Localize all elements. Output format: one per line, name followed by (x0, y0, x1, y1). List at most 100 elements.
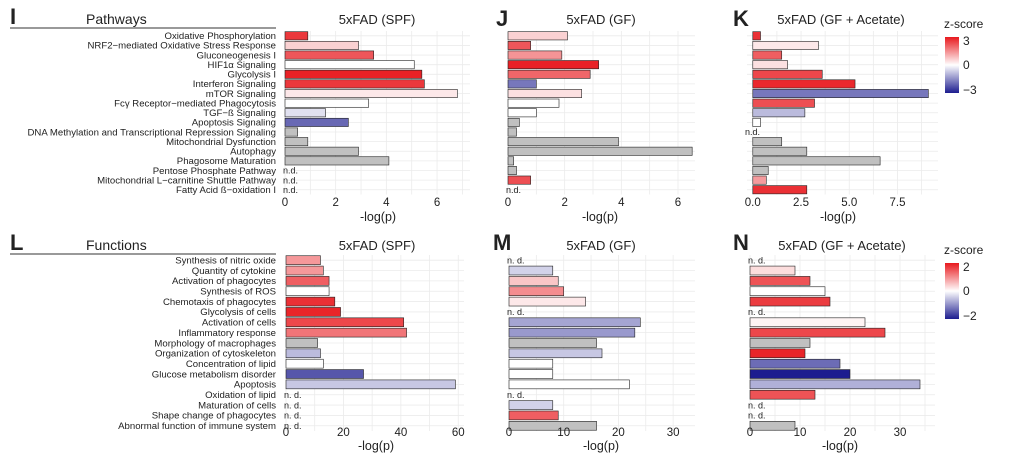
legend-colorbar (945, 263, 959, 319)
bar (749, 369, 851, 379)
panel-letter-K: K (733, 6, 749, 31)
nd-label: n.d. (506, 185, 521, 195)
category-label: Maturation of cells (198, 400, 276, 411)
bar (508, 421, 597, 431)
bar (752, 175, 767, 185)
bar (749, 389, 816, 400)
bar (508, 410, 559, 421)
nd-label: n. d. (507, 255, 525, 265)
bar (749, 265, 796, 276)
bar (507, 117, 520, 127)
legend-title: z-score (944, 243, 984, 257)
category-label: DNA Methylation and Transcriptional Repr… (27, 127, 276, 138)
bar (284, 31, 309, 41)
x-tick-label: 0 (506, 427, 512, 439)
x-tick-label: 0 (283, 427, 289, 439)
bar (284, 98, 369, 108)
nd-label: n. d. (284, 400, 302, 410)
bar (508, 327, 636, 338)
bar (752, 69, 823, 79)
bar (752, 156, 881, 166)
nd-label: n.d. (745, 127, 760, 137)
bar (285, 265, 324, 276)
nd-label: n. d. (748, 255, 766, 265)
bar (752, 89, 929, 98)
legend-tick-min: −2 (963, 309, 977, 323)
category-label: Abnormal function of immune system (118, 421, 276, 432)
category-label: Phagosome Maturation (177, 156, 276, 167)
nd-label: n. d. (507, 307, 525, 317)
bar (507, 79, 537, 89)
nd-label: n. d. (748, 307, 766, 317)
x-axis-label: -log(p) (360, 210, 396, 224)
nd-label: n.d. (283, 185, 298, 195)
x-tick-label: 4 (618, 197, 625, 209)
zscore-legend-bottom: z-score 2 0 −2 (944, 243, 984, 323)
category-label: Chemotaxis of phagocytes (163, 297, 276, 308)
x-tick-label: 0 (747, 427, 753, 439)
chart-panel-N: 5xFAD (GF + Acetate)n. d.n. d.n. d.n. d.… (747, 238, 935, 453)
bar (285, 255, 321, 265)
bar (284, 79, 425, 89)
bar (285, 338, 318, 348)
bar (752, 166, 769, 175)
nd-label: n. d. (284, 411, 302, 421)
legend-title: z-score (944, 17, 984, 31)
bar (285, 358, 324, 369)
category-label: Quantity of cytokine (192, 266, 276, 277)
nd-label: n. d. (284, 390, 302, 400)
category-label: Synthesis of ROS (200, 287, 276, 298)
section-title-functions: Functions (86, 237, 147, 253)
chart-panel-L: 5xFAD (SPF)n. d.n. d.n. d.n. d.Synthesis… (118, 238, 465, 453)
bar (508, 286, 565, 296)
bar (284, 146, 359, 156)
bar (752, 40, 819, 50)
bar (285, 276, 330, 286)
x-axis-label: -log(p) (820, 210, 856, 224)
bar (508, 265, 554, 276)
panel-letter-J: J (496, 6, 508, 31)
x-axis-label: -log(p) (582, 210, 618, 224)
category-label: Apoptosis Signaling (192, 118, 276, 129)
bar (507, 89, 582, 98)
x-tick-label: 6 (675, 197, 681, 209)
bar (507, 108, 537, 118)
legend-tick-min: −3 (963, 83, 977, 97)
x-tick-label: 30 (667, 427, 680, 439)
bar (749, 379, 921, 390)
category-label: Pentose Phosphate Pathway (153, 166, 276, 177)
panel-title: 5xFAD (GF + Acetate) (777, 12, 905, 27)
nd-label: n. d. (284, 421, 302, 431)
category-label: Glycolysis of cells (200, 307, 276, 318)
category-label: Fatty Acid ß−oxidation I (176, 185, 276, 196)
panel-title: 5xFAD (SPF) (339, 12, 416, 27)
category-label: Mitochondrial L−carnitine Shuttle Pathwa… (97, 175, 276, 186)
bar (749, 296, 831, 307)
bar (284, 89, 458, 98)
x-axis-label: -log(p) (358, 439, 394, 453)
bar (508, 369, 554, 379)
category-label: Activation of phagocytes (172, 276, 276, 287)
bar (507, 166, 517, 175)
nd-label: n. d. (507, 390, 525, 400)
bar (285, 369, 364, 379)
bar (507, 40, 531, 50)
bar (749, 348, 806, 359)
section-title-pathways: Pathways (86, 11, 147, 27)
category-label: Concentration of lipid (186, 359, 276, 370)
x-tick-label: 10 (557, 427, 570, 439)
bar (507, 50, 563, 60)
panel-title: 5xFAD (SPF) (339, 238, 416, 253)
panel-letter-L: L (10, 230, 23, 255)
x-axis-label: -log(p) (822, 439, 858, 453)
panel-title: 5xFAD (GF) (566, 12, 635, 27)
bar (507, 31, 568, 41)
bar (507, 137, 619, 147)
category-label: Autophagy (230, 147, 276, 158)
x-tick-label: 2 (332, 197, 338, 209)
nd-label: n. d. (748, 400, 766, 410)
bar (749, 317, 866, 328)
bar (285, 307, 341, 317)
category-label: Glycolysis I (227, 70, 276, 81)
x-tick-label: 5.0 (841, 197, 857, 209)
